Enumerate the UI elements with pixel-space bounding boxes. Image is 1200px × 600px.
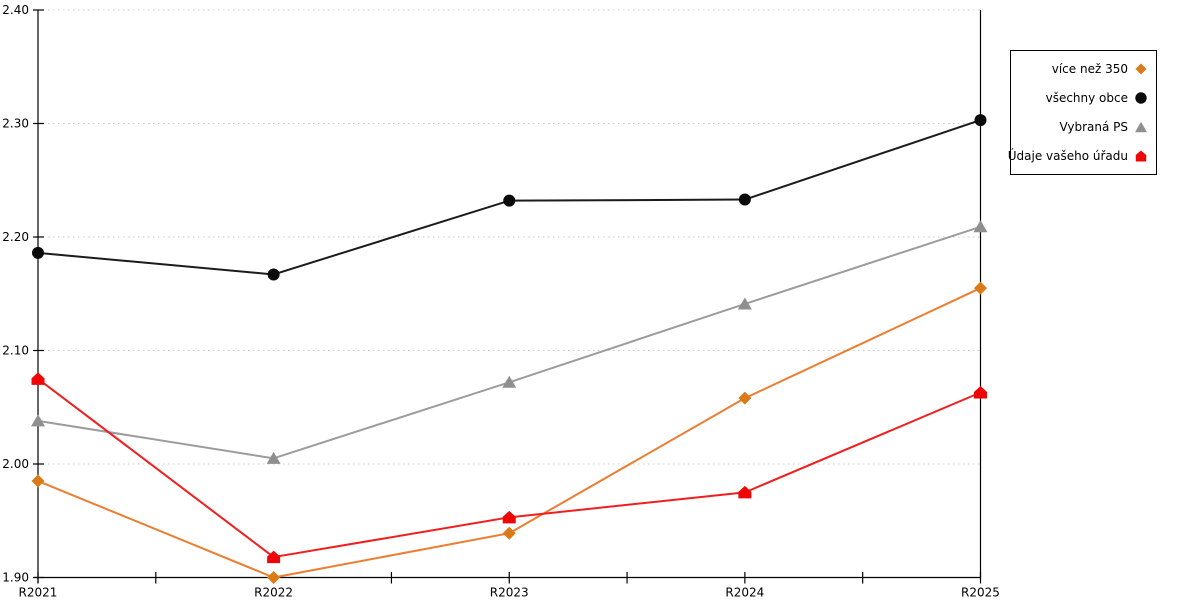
x-axis-label: R2022 (254, 586, 293, 600)
pentagon-marker-udaje-vaseho-uradu (974, 385, 987, 399)
circle-marker-vsechny-obce (974, 114, 987, 127)
legend-item-udaje-vaseho-uradu: Údaje vašeho úřadu (1008, 149, 1148, 163)
triangle-marker-vybrana-ps (266, 451, 281, 464)
diamond-marker-vice-nez-350 (738, 391, 752, 405)
diamond-icon (1134, 62, 1148, 76)
legend-item-label: Údaje vašeho úřadu (1007, 148, 1128, 163)
pentagon-marker-udaje-vaseho-uradu (502, 510, 516, 524)
legend-item-label: Vybraná PS (1059, 119, 1128, 134)
circle-icon (1134, 91, 1148, 105)
pentagon-marker-udaje-vaseho-uradu (267, 550, 281, 564)
diamond-marker-vice-nez-350 (31, 474, 45, 488)
circle-marker-vsechny-obce (32, 246, 44, 259)
legend-item-label: všechny obce (1045, 91, 1128, 106)
triangle-marker-vybrana-ps (973, 220, 988, 233)
triangle-icon (1134, 120, 1148, 134)
triangle-marker-vybrana-ps (502, 375, 517, 388)
pentagon-marker-udaje-vaseho-uradu (31, 372, 45, 385)
x-axis-label: R2021 (19, 586, 58, 600)
triangle-marker-vybrana-ps (737, 297, 752, 310)
y-axis-label: 2.20 (2, 230, 29, 244)
pentagon-marker-udaje-vaseho-uradu (738, 485, 752, 499)
diamond-marker-vice-nez-350 (267, 571, 281, 584)
x-axis-label: R2025 (961, 586, 1000, 600)
pentagon-icon (1134, 149, 1148, 163)
y-axis-label: 2.10 (2, 344, 29, 358)
x-axis-label: R2023 (490, 586, 529, 600)
diamond-marker-vice-nez-350 (974, 281, 987, 295)
triangle-marker-vybrana-ps (31, 414, 45, 427)
y-axis-label: 2.30 (2, 117, 29, 131)
diamond-marker-vice-nez-350 (502, 526, 516, 540)
x-axis-label: R2024 (725, 586, 764, 600)
circle-marker-vsechny-obce (503, 194, 516, 207)
circle-marker-vsechny-obce (267, 268, 280, 281)
legend-item-vsechny-obce: všechny obce (1017, 91, 1148, 105)
y-axis-label: 2.40 (2, 3, 29, 17)
y-axis-label: 1.90 (2, 571, 29, 585)
circle-marker-vsechny-obce (738, 193, 751, 206)
legend-item-vybrana-ps: Vybraná PS (1017, 120, 1148, 134)
y-axis-label: 2.00 (2, 457, 29, 471)
legend-item-label: více než 350 (1051, 62, 1128, 77)
legend: více než 350 všechny obce Vybraná PS Úda… (1008, 50, 1157, 175)
series-line-vybrana-ps (37, 225, 981, 460)
legend-item-vice-nez-350: více než 350 (1017, 62, 1148, 76)
